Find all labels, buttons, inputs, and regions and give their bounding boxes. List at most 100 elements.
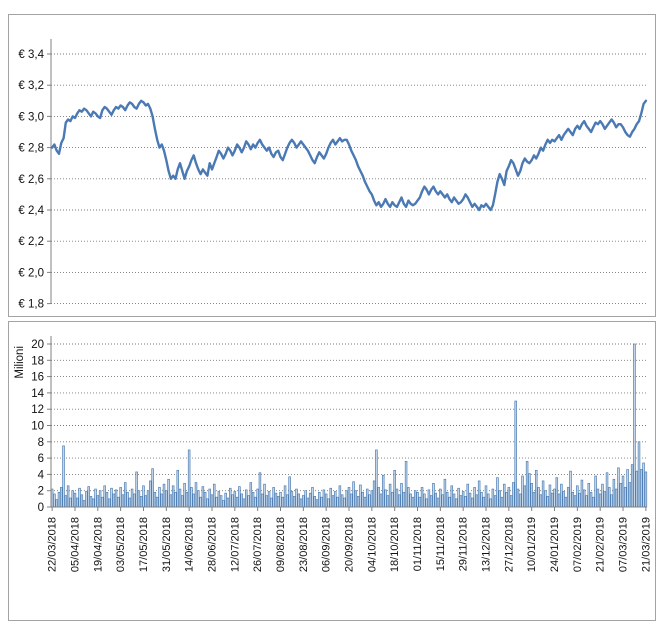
volume-bar [578,492,581,508]
volume-bar [487,493,490,508]
volume-bar [171,485,175,508]
price-chart-panel[interactable]: € 3,4 € 3,2 € 3,0 € 2,8 € 2,6 € 2,4 € 2,2 € 2,0… [8,14,656,317]
volume-bar [512,482,515,508]
volume-bar [153,491,157,508]
y-tick-label: € 2,8 [18,143,44,155]
volume-bar [336,496,339,508]
volume-bar [516,488,520,508]
volume-bar [110,487,113,508]
volume-bar [391,491,394,508]
y-tick-label: € 2,0 [18,267,44,279]
volume-bar [457,487,460,508]
y-tick-label: 10 [31,421,44,433]
volume-bar [612,478,616,508]
volume-bar [395,488,399,508]
x-tick-label: 26/07/2018 [252,517,264,572]
volume-bar [318,491,321,508]
volume-bar [557,493,561,508]
volume-bar [361,491,364,508]
x-tick-label: 21/03/2019 [640,517,652,572]
volume-chart-panel[interactable]: 20 18 16 14 12 10 8 6 4 2 0 Milioni 22/03/2018 05/04/… [8,321,656,621]
volume-bar [573,495,577,508]
y-tick-label: € 3,2 [18,80,44,92]
volume-bar [235,496,239,508]
x-tick-label: 07/02/2019 [572,517,584,572]
volume-bar [199,496,202,508]
volume-bar [281,496,285,508]
volume-bar [596,488,600,508]
y-tick-label: 14 [31,388,44,400]
volume-bar [98,490,102,508]
volume-bar [566,487,570,508]
x-tick-label: 12/07/2018 [229,517,241,572]
volume-bar [249,482,253,508]
volume-bar [605,472,609,508]
volume-bar [537,487,540,508]
volume-bar [370,490,374,508]
x-tick-label: 17/05/2018 [138,517,150,572]
y-tick-label: 4 [38,469,45,481]
volume-bar [181,495,184,508]
volume-bar [379,493,383,508]
volume-bar [251,491,255,508]
volume-bar [334,491,337,508]
price-chart-svg: € 3,4 € 3,2 € 3,0 € 2,8 € 2,6 € 2,4 € 2,2 € 2,0… [18,39,648,311]
volume-bar [263,483,266,508]
volume-bar [73,492,77,508]
volume-bar [279,491,282,508]
volume-bar [548,484,552,508]
volume-bar [270,497,273,508]
volume-bar [185,491,189,508]
volume-bar [601,483,604,508]
volume-bar [203,491,207,508]
volume-bar [167,478,170,508]
volume-bar [151,468,154,508]
volume-bar [107,498,111,508]
volume-bar [466,483,469,508]
volume-bar [258,472,262,508]
volume-bar [112,493,116,508]
volume-bar [418,496,422,508]
volume-bar [347,487,351,508]
y-axis-title: Milioni [14,346,26,379]
volume-bar [219,495,223,508]
volume-bar [532,491,536,508]
volume-bar [459,495,463,508]
volume-bar [420,487,424,508]
volume-bar [299,498,303,508]
volume-bar [274,492,278,508]
y-tick-label: 6 [38,453,44,465]
volume-bar [345,490,348,508]
volume-bar [55,499,58,508]
volume-bar [642,462,645,508]
volume-bar [509,495,513,508]
volume-bar [461,491,465,508]
volume-bar [397,494,401,508]
volume-bar [382,474,385,508]
x-tick-label: 05/04/2018 [69,517,81,572]
volume-bar [267,491,271,508]
volume-bar [624,487,627,508]
volume-bar [439,488,442,508]
volume-bar [80,494,84,508]
volume-bar [473,487,476,508]
volume-bar [206,498,209,508]
volume-bar [208,488,211,508]
volume-bar [580,479,584,508]
volume-bar [614,488,618,508]
volume-bar [608,487,611,508]
volume-bar [569,470,572,508]
volume-bar [628,482,632,508]
volume-bar [290,491,294,508]
volume-bar [213,483,216,508]
volume-bar [254,496,257,508]
volume-bar [308,492,312,508]
volume-bar [582,489,586,508]
volume-bar [354,490,358,508]
y-tick-label: € 2,4 [18,205,44,217]
volume-bar [315,499,319,508]
volume-bar [146,490,150,508]
volume-bar [324,493,328,508]
x-tick-label: 10/01/2019 [526,517,538,572]
